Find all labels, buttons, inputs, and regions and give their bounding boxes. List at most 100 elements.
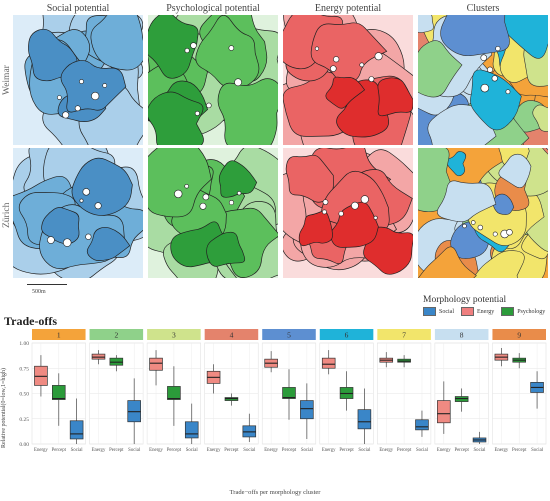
map-hole (333, 56, 340, 63)
cluster-region (436, 180, 497, 223)
map-svg (418, 15, 548, 145)
map-hole (94, 202, 102, 210)
x-tick-label: Energy (264, 448, 278, 453)
legend-item-social: Social (423, 307, 454, 316)
facet-strip (434, 329, 489, 340)
facet-strip (377, 329, 431, 340)
map-svg (283, 15, 413, 145)
map-hole (480, 83, 490, 93)
legend-label-energy: Energy (477, 308, 495, 315)
facet-strip (89, 329, 144, 340)
cluster-region (473, 250, 525, 278)
facet-label: 3 (172, 331, 176, 340)
y-tick-label: 0.50 (19, 392, 29, 398)
map-hole (174, 189, 183, 199)
x-tick-label: Percept (282, 448, 297, 453)
facet-5: 5 Energy Percept Social (261, 329, 317, 453)
x-tick-label: Social (358, 448, 371, 453)
facet-label: 4 (230, 331, 234, 340)
y-tick-label: 0.25 (19, 417, 29, 423)
legend-swatch-psychology (501, 307, 515, 316)
potential-contour (86, 226, 131, 261)
map-hole (495, 45, 501, 52)
facet-9: 9 Energy Percept Social (492, 329, 547, 453)
legend-title: Morphology potential (423, 295, 507, 305)
row-title-zurich: Zürich (2, 202, 12, 228)
legend-swatch-energy (461, 307, 474, 316)
x-tick-label: Energy (207, 448, 221, 453)
map-svg (283, 148, 413, 278)
x-tick-label: Percept (224, 448, 239, 453)
box-percept (52, 385, 66, 400)
facet-strip (319, 329, 374, 340)
map-hole (359, 62, 365, 68)
y-tick-label: 0.75 (19, 366, 29, 372)
map-hole (234, 78, 242, 87)
map-hole (202, 193, 210, 201)
potential-contour (377, 77, 413, 117)
col-title-social: Social potential (46, 3, 110, 14)
facet-strip (147, 329, 201, 340)
map-zurich-psych (148, 148, 278, 278)
map-hole (85, 233, 92, 240)
facet-label: 9 (517, 331, 521, 340)
facet-label: 2 (114, 331, 118, 340)
map-hole (63, 238, 72, 247)
x-tick-label: Energy (322, 448, 336, 453)
map-hole (190, 42, 197, 49)
potential-contour (217, 78, 278, 145)
legend-label-social: Social (439, 308, 454, 315)
x-tick-label: Energy (92, 448, 106, 453)
cluster-region (498, 153, 532, 189)
map-hole (199, 202, 207, 210)
potential-contour (363, 226, 413, 275)
map-svg (148, 148, 278, 278)
x-tick-label: Energy (437, 448, 451, 453)
y-axis-title: Relative potential(0=low,1=high) (1, 367, 7, 448)
map-hole (360, 195, 369, 204)
box-social (300, 400, 314, 420)
map-hole (374, 52, 383, 61)
map-weimar-clusters (418, 15, 548, 145)
map-hole (321, 209, 327, 215)
legend-label-psychology: Psychology (517, 308, 546, 315)
x-tick-label: Social (531, 448, 544, 453)
potential-contour (148, 91, 204, 145)
box-energy (437, 400, 451, 424)
facet-label: 8 (460, 331, 464, 340)
map-hole (237, 191, 242, 196)
facet-2: 2 Energy Percept Social (89, 329, 144, 453)
box-energy (149, 357, 163, 371)
x-tick-label: Percept (52, 448, 67, 453)
box-social (184, 421, 199, 439)
potential-contour (206, 231, 246, 267)
facet-strip (32, 329, 86, 340)
map-hole (74, 105, 81, 112)
cluster-region (418, 40, 463, 98)
map-hole (79, 198, 84, 203)
cluster-region (418, 246, 477, 278)
box-social (357, 409, 372, 430)
scale-bar (27, 284, 67, 285)
potential-contour (148, 15, 199, 79)
map-hole (322, 199, 329, 205)
map-hole (194, 110, 200, 116)
map-hole (351, 201, 359, 210)
map-hole (368, 76, 375, 83)
facet-label: 6 (345, 331, 349, 340)
facet-4: 4 Energy Percept Social (204, 329, 259, 453)
x-tick-label: Percept (454, 448, 469, 453)
x-tick-label: Social (301, 448, 314, 453)
box-energy (321, 357, 336, 369)
map-zurich-clusters (418, 148, 548, 278)
x-tick-label: Energy (34, 448, 48, 453)
cluster-region (418, 15, 434, 33)
x-tick-label: Percept (167, 448, 182, 453)
x-tick-label: Energy (494, 448, 508, 453)
potential-contour (71, 157, 133, 216)
facet-label: 7 (402, 331, 406, 340)
map-hole (491, 75, 498, 82)
scale-label: 500m (32, 289, 46, 295)
potential-contour (218, 160, 258, 198)
legend-item-energy: Energy (461, 307, 494, 316)
